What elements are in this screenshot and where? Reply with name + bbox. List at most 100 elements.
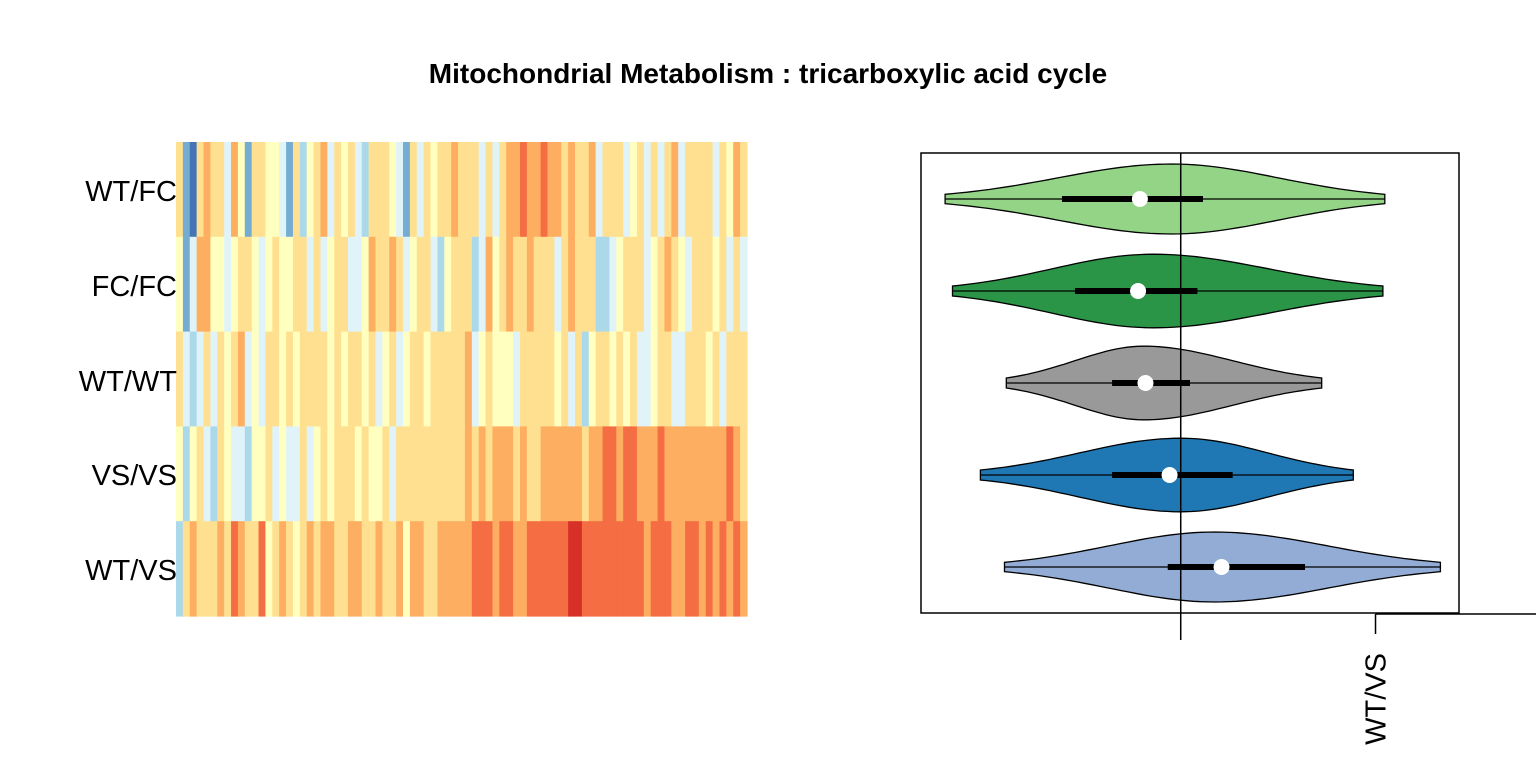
heatmap-cell xyxy=(658,237,665,332)
x-axis xyxy=(1376,614,1536,634)
heatmap-cell xyxy=(575,426,582,521)
heatmap-cell xyxy=(410,237,417,332)
heatmap-cell xyxy=(623,332,630,427)
heatmap-cell xyxy=(486,237,493,332)
heatmap-cell xyxy=(692,142,699,237)
heatmap-cell xyxy=(472,521,479,616)
heatmap-cell xyxy=(431,332,438,427)
heatmap-cell xyxy=(437,521,444,616)
heatmap-cell xyxy=(609,426,616,521)
heatmap-cell xyxy=(733,521,740,616)
heatmap-cell xyxy=(664,237,671,332)
heatmap-cell xyxy=(307,332,314,427)
heatmap-cell xyxy=(541,426,548,521)
heatmap-cell xyxy=(369,142,376,237)
heatmap-cell xyxy=(575,521,582,616)
heatmap-cell xyxy=(396,426,403,521)
heatmap-cell xyxy=(314,142,321,237)
heatmap-cell xyxy=(176,521,183,616)
heatmap-cell xyxy=(637,426,644,521)
heatmap-cell xyxy=(224,332,231,427)
heatmap-cell xyxy=(307,426,314,521)
heatmap-cell xyxy=(293,237,300,332)
heatmap-cell xyxy=(637,332,644,427)
heatmap-cell xyxy=(658,332,665,427)
heatmap-cell xyxy=(320,521,327,616)
heatmap-cell xyxy=(644,332,651,427)
heatmap-cell xyxy=(376,237,383,332)
heatmap-cell xyxy=(341,237,348,332)
heatmap-cell xyxy=(520,142,527,237)
heatmap-cell xyxy=(197,237,204,332)
heatmap-cell xyxy=(327,142,334,237)
heatmap-cell xyxy=(644,521,651,616)
heatmap-cell xyxy=(382,142,389,237)
heatmap-cell xyxy=(713,426,720,521)
heatmap-cell xyxy=(238,426,245,521)
heatmap-cell xyxy=(389,521,396,616)
heatmap-cell xyxy=(376,332,383,427)
heatmap-cell xyxy=(575,237,582,332)
heatmap-cell xyxy=(217,332,224,427)
heatmap-cell xyxy=(431,237,438,332)
heatmap-cell xyxy=(664,332,671,427)
heatmap-cell xyxy=(224,142,231,237)
heatmap-cell xyxy=(245,332,252,427)
heatmap-cell xyxy=(678,332,685,427)
heatmap-cell xyxy=(616,332,623,427)
heatmap-cell xyxy=(465,332,472,427)
heatmap-cell xyxy=(492,332,499,427)
heatmap-cell xyxy=(424,332,431,427)
heatmap-cell xyxy=(355,142,362,237)
heatmap-cell xyxy=(176,142,183,237)
heatmap-cell xyxy=(499,426,506,521)
heatmap-cell xyxy=(637,142,644,237)
heatmap-cell xyxy=(499,332,506,427)
heatmap-cell xyxy=(403,332,410,427)
heatmap-cell xyxy=(699,332,706,427)
heatmap-cell xyxy=(265,237,272,332)
heatmap-cell xyxy=(499,142,506,237)
heatmap-cell xyxy=(458,237,465,332)
heatmap-cell xyxy=(355,521,362,616)
heatmap-cell xyxy=(582,237,589,332)
heatmap-cell xyxy=(238,332,245,427)
heatmap-cell xyxy=(678,521,685,616)
heatmap-cell xyxy=(272,142,279,237)
heatmap-cell xyxy=(554,142,561,237)
heatmap-cell xyxy=(692,237,699,332)
violin-median-point xyxy=(1132,191,1148,207)
heatmap-cell xyxy=(190,521,197,616)
heatmap-cell xyxy=(204,142,211,237)
heatmap-cell xyxy=(183,521,190,616)
heatmap-cell xyxy=(183,142,190,237)
heatmap-cell xyxy=(603,142,610,237)
heatmap-cell xyxy=(279,237,286,332)
heatmap-row-labels: WT/FC FC/FC WT/WT VS/VS WT/VS xyxy=(79,176,178,587)
heatmap-cell xyxy=(382,237,389,332)
heatmap-cell xyxy=(492,142,499,237)
heatmap-cell xyxy=(417,521,424,616)
heatmap-cell xyxy=(486,332,493,427)
heatmap-cell xyxy=(396,237,403,332)
heatmap-cell xyxy=(238,237,245,332)
heatmap-cell xyxy=(623,521,630,616)
heatmap-cell xyxy=(382,521,389,616)
heatmap-cell xyxy=(582,332,589,427)
heatmap-cell xyxy=(575,142,582,237)
heatmap-cell xyxy=(513,332,520,427)
heatmap-cell xyxy=(561,332,568,427)
heatmap-cell xyxy=(472,142,479,237)
heatmap-cell xyxy=(534,332,541,427)
heatmap-cell xyxy=(547,142,554,237)
heatmap-cell xyxy=(506,237,513,332)
heatmap-cell xyxy=(513,237,520,332)
heatmap-cell xyxy=(245,142,252,237)
heatmap-cell xyxy=(259,426,266,521)
heatmap-cell xyxy=(382,332,389,427)
heatmap-cell xyxy=(197,426,204,521)
heatmap-cell xyxy=(190,332,197,427)
heatmap-cell xyxy=(210,332,217,427)
heatmap-cell xyxy=(596,521,603,616)
